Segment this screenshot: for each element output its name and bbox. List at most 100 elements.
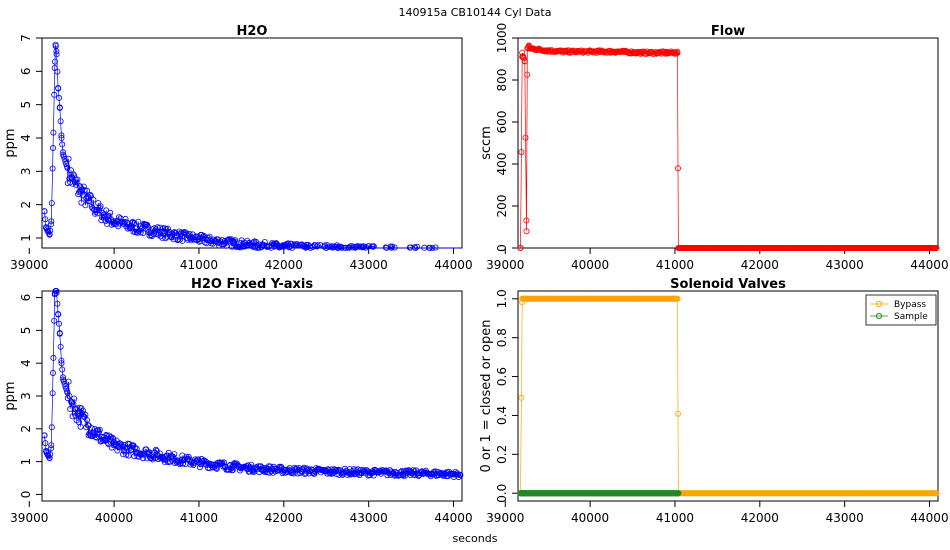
panel-solenoid: Solenoid Valves 39000 40000 41000 42000 43000…	[479, 277, 949, 525]
data-point	[277, 463, 284, 470]
data-point	[97, 203, 104, 210]
y-tick-label: 6	[19, 68, 33, 76]
y-tick-label: 1.0	[495, 289, 509, 308]
data-point	[56, 330, 63, 337]
y-tick-label: 0	[19, 491, 33, 499]
data-point	[196, 238, 203, 245]
data-point	[89, 433, 96, 440]
data-point	[231, 460, 238, 467]
data-point	[103, 431, 110, 438]
data-point	[104, 432, 111, 439]
data-point	[369, 243, 376, 250]
data-point	[52, 58, 59, 65]
data-point	[517, 244, 524, 251]
data-series-group	[517, 295, 940, 497]
data-point	[75, 411, 82, 418]
data-point	[457, 472, 464, 479]
y-tick-label: 800	[495, 69, 509, 92]
data-point	[69, 413, 76, 420]
data-point	[59, 141, 66, 148]
data-point	[675, 490, 682, 497]
data-series-group	[517, 42, 940, 251]
data-point	[329, 466, 336, 473]
y-tick-label: 0.6	[495, 367, 509, 386]
data-point	[71, 395, 78, 402]
y-tick-label: 1000	[495, 23, 509, 54]
data-point	[264, 243, 271, 250]
data-point	[933, 244, 940, 251]
data-point	[53, 289, 60, 296]
data-point	[154, 224, 161, 231]
series-line-h2o-fixed	[44, 290, 461, 479]
data-point	[51, 91, 58, 98]
y-tick-label: 6	[19, 294, 33, 302]
data-point	[50, 354, 57, 361]
x-tick-label: 40000	[95, 258, 133, 272]
legend-marker	[875, 300, 883, 308]
data-point	[55, 311, 62, 318]
data-point	[264, 469, 271, 476]
x-axis-label: seconds	[453, 532, 498, 545]
data-point	[78, 199, 85, 206]
y-tick-label: 0.2	[495, 445, 509, 464]
y-tick-label: 5	[19, 101, 33, 109]
data-point	[58, 357, 65, 364]
data-point	[41, 432, 48, 439]
data-point	[342, 244, 349, 251]
y-tick-label: 600	[495, 111, 509, 134]
data-point	[179, 237, 186, 244]
data-point	[186, 230, 193, 237]
data-point	[140, 229, 147, 236]
legend-marker	[875, 312, 883, 320]
data-point	[131, 219, 138, 226]
x-tick-label: 41000	[180, 511, 218, 525]
data-point	[206, 233, 213, 240]
x-tick-label: 41000	[180, 258, 218, 272]
data-point	[88, 425, 95, 432]
data-point	[58, 132, 65, 139]
data-point	[42, 440, 49, 447]
data-point	[379, 466, 386, 473]
y-tick-label: 4	[19, 134, 33, 142]
data-point	[66, 393, 73, 400]
data-point	[523, 228, 530, 235]
data-point	[72, 406, 79, 413]
data-point	[411, 244, 418, 251]
data-point	[58, 360, 65, 367]
data-point	[387, 243, 394, 250]
x-tick-label: 39000	[486, 511, 524, 525]
data-point	[183, 231, 190, 238]
y-axis-label: ppm	[3, 381, 18, 410]
data-point	[129, 218, 136, 225]
data-point	[134, 229, 141, 236]
data-point	[254, 244, 261, 251]
data-point	[260, 242, 267, 249]
data-point	[520, 55, 527, 62]
data-point	[125, 452, 132, 459]
data-point	[352, 470, 359, 477]
panel-h2o-fixed: H2O Fixed Y-axis 39000 40000 41000 42000 4300…	[3, 277, 473, 525]
data-point	[80, 413, 87, 420]
data-point	[49, 390, 56, 397]
data-point	[110, 435, 117, 442]
y-axis-label: 0 or 1 = closed or open	[479, 319, 494, 472]
y-tick-label: 0.4	[495, 406, 509, 425]
data-point	[47, 451, 54, 458]
data-point	[133, 228, 140, 235]
data-point	[51, 317, 58, 324]
y-tick-label: 4	[19, 359, 33, 367]
y-tick-label: 1	[19, 458, 33, 466]
data-point	[231, 238, 238, 245]
data-point	[522, 134, 529, 141]
y-tick-label: 3	[19, 392, 33, 400]
data-point	[291, 241, 298, 248]
data-point	[133, 445, 140, 452]
data-point	[196, 464, 203, 471]
data-point	[426, 244, 433, 251]
data-point	[64, 395, 71, 402]
data-point	[92, 433, 99, 440]
data-point	[257, 463, 264, 470]
data-point	[84, 187, 91, 194]
data-point	[185, 232, 192, 239]
